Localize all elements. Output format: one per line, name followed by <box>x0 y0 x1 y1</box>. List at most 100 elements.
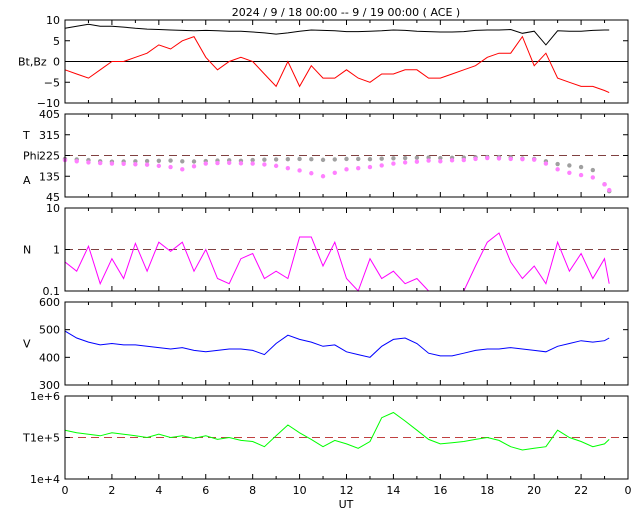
point-theta <box>414 155 420 161</box>
point-phi <box>520 156 525 162</box>
x-tick-label: 0 <box>62 484 69 497</box>
point-phi <box>438 159 443 164</box>
panel-field-angles: 405 315 225 135 45 T Phi A <box>22 108 629 204</box>
x-tick-label: 6 <box>202 484 209 497</box>
y-tick-label: 1 <box>53 244 60 257</box>
point-theta <box>250 157 255 163</box>
point-phi <box>473 156 478 162</box>
y-axis-label: Phi <box>23 150 40 163</box>
point-phi <box>86 160 91 165</box>
x-tick-label: 22 <box>574 484 588 497</box>
x-tick-label: 20 <box>527 484 541 497</box>
y-axis-label: Bt,Bz <box>18 56 47 69</box>
x-tick-label: 16 <box>433 484 447 497</box>
point-phi <box>144 162 150 167</box>
point-phi <box>379 163 384 168</box>
point-phi <box>567 170 572 175</box>
point-phi <box>250 161 255 166</box>
point-phi <box>485 155 490 161</box>
point-theta <box>191 159 197 164</box>
point-phi <box>590 175 596 180</box>
point-phi <box>203 161 208 166</box>
point-theta <box>332 157 337 162</box>
y-tick-label: 0.1 <box>43 285 61 298</box>
point-phi <box>578 172 584 178</box>
y-tick-label: 1e+5 <box>30 432 60 445</box>
series-line-speed <box>64 330 610 358</box>
point-theta <box>590 167 596 173</box>
x-tick-label: 10 <box>293 484 307 497</box>
point-theta <box>297 156 302 162</box>
x-tick-label: 14 <box>386 484 400 497</box>
y-tick-label: −5 <box>44 76 60 89</box>
point-phi <box>133 162 138 167</box>
point-phi <box>109 161 115 166</box>
point-phi <box>285 165 291 171</box>
series-line-density <box>64 232 610 292</box>
panel-magnetic-field: 10 5 0 −5 −10 Bt,Bz <box>18 14 629 110</box>
y-axis-label: A <box>23 174 31 187</box>
point-phi <box>531 157 537 162</box>
x-tick-label: 2 <box>108 484 115 497</box>
y-tick-label: 315 <box>39 129 60 142</box>
point-phi <box>508 156 513 162</box>
x-tick-label: 0 <box>625 484 632 497</box>
point-phi <box>168 164 173 170</box>
y-tick-label: 300 <box>39 379 60 392</box>
point-theta <box>344 156 349 162</box>
point-phi <box>461 157 466 163</box>
panel-frame-speed <box>64 301 629 386</box>
series-line-bt <box>64 23 610 46</box>
point-theta <box>144 158 150 164</box>
point-theta <box>168 158 173 163</box>
point-phi <box>449 158 455 163</box>
point-theta <box>180 159 185 164</box>
point-phi <box>121 161 126 166</box>
y-axis-label: N <box>23 244 31 257</box>
y-tick-label: 600 <box>39 296 60 309</box>
point-phi <box>391 161 396 166</box>
point-phi <box>74 159 79 164</box>
x-tick-label: 18 <box>480 484 494 497</box>
point-phi <box>227 160 232 166</box>
y-axis-label: T <box>22 432 30 445</box>
point-phi <box>414 159 420 164</box>
point-theta <box>262 157 267 162</box>
x-tick-label: 4 <box>155 484 162 497</box>
point-phi <box>320 174 326 179</box>
point-phi <box>97 160 103 166</box>
point-phi <box>297 168 302 173</box>
y-tick-label: 10 <box>46 202 60 215</box>
point-theta <box>356 156 361 162</box>
y-tick-label: 405 <box>39 108 60 121</box>
y-tick-label: 400 <box>39 351 60 364</box>
point-phi <box>273 163 279 169</box>
point-theta <box>320 157 326 163</box>
y-tick-label: 5 <box>53 35 60 48</box>
point-theta <box>578 164 584 170</box>
point-phi <box>180 167 185 172</box>
point-phi <box>332 170 337 175</box>
x-tick-label: 12 <box>340 484 354 497</box>
panel-speed: 600 500 400 300 V <box>23 296 629 392</box>
point-theta <box>391 156 396 161</box>
y-tick-label: −10 <box>37 97 60 110</box>
y-tick-label: 0 <box>53 56 60 69</box>
point-theta <box>555 161 560 167</box>
point-phi <box>309 171 314 176</box>
y-tick-label: 135 <box>39 170 60 183</box>
point-theta <box>309 156 314 162</box>
point-phi <box>555 167 560 172</box>
y-tick-label: 1e+4 <box>30 473 60 486</box>
point-theta <box>402 155 408 161</box>
series-line-temperature <box>64 411 610 451</box>
y-tick-label: 1e+6 <box>30 390 60 403</box>
point-phi <box>238 161 244 166</box>
x-axis-label: UT <box>339 498 354 511</box>
y-tick-label: 45 <box>46 191 60 204</box>
y-tick-label: 225 <box>39 150 60 163</box>
point-theta <box>379 156 384 161</box>
x-axis: 0 2 4 6 8 10 12 14 16 18 20 22 0 <box>62 484 632 497</box>
panel-temperature: 1e+6 1e+5 1e+4 T <box>22 390 629 486</box>
